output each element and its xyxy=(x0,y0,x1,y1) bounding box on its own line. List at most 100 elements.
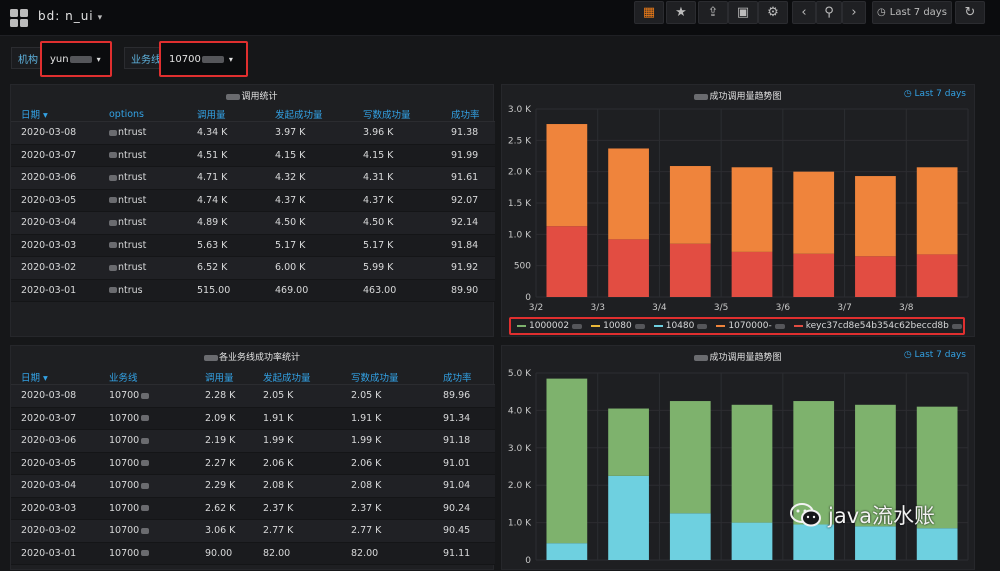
save-button[interactable]: ▣ xyxy=(728,1,758,24)
cell-value: 82.00 xyxy=(263,547,291,559)
add-panel-button[interactable]: ▦ xyxy=(634,1,664,24)
table-row: 2020-03-08 10700 2.28 K 2.05 K 2.05 K 89.96 xyxy=(11,384,495,408)
table-row: 2020-03-07 10700 2.09 K 1.91 K 1.91 K 91.34 xyxy=(11,407,495,430)
redacted-mark xyxy=(694,354,709,361)
cell-value: 5.17 K xyxy=(363,239,394,251)
cell-value: 2020-03-04 xyxy=(21,480,77,492)
star-button[interactable]: ★ xyxy=(666,1,696,24)
success-trend-chart-panel-1: 成功调用量趋势图 ◷ Last 7 days 0 500 1.0 K 1.5 K 2.0… xyxy=(501,84,975,337)
redacted-mark xyxy=(203,354,218,361)
table-cell: 91.01 xyxy=(433,452,495,475)
cell-value: 3.06 K xyxy=(205,525,236,537)
time-range-picker[interactable]: ◷ Last 7 days xyxy=(872,1,952,24)
column-header-biz-line[interactable]: 业务线 xyxy=(99,370,195,385)
redacted-mark xyxy=(141,460,150,467)
dashboard-grid-icon[interactable] xyxy=(10,9,28,27)
table-cell: 2.27 K xyxy=(195,452,253,475)
redacted-mark xyxy=(226,93,241,100)
legend-item[interactable]: 10480 xyxy=(653,321,708,331)
watermark: java流水账 xyxy=(790,500,935,530)
column-header-written[interactable]: 写数成功量 xyxy=(341,370,433,385)
cell-value: 10700 xyxy=(109,547,140,559)
panel-time-range[interactable]: ◷ Last 7 days xyxy=(903,89,966,99)
table-cell: 1.91 K xyxy=(341,407,433,430)
chart-bar xyxy=(608,408,649,476)
legend-item[interactable]: 10080 xyxy=(591,321,645,331)
table-cell: 91.04 xyxy=(433,474,495,498)
table-cell: 2.28 K xyxy=(195,384,253,408)
table-cell: ntrust xyxy=(99,166,187,190)
cell-value: 90.45 xyxy=(443,525,471,537)
column-header-written[interactable]: 写数成功量 xyxy=(353,107,441,122)
table-cell: 4.89 K xyxy=(187,211,265,235)
chart-bar xyxy=(546,124,588,227)
table-cell: 3.97 K xyxy=(265,121,353,145)
legend-item[interactable]: keyc37cd8e54b354c62beccd8b xyxy=(793,321,962,331)
zoom-out-icon: ⚲ xyxy=(824,5,834,20)
cell-value: 92.07 xyxy=(451,194,479,206)
caret-down-icon: ▾ xyxy=(96,54,101,64)
legend-swatch xyxy=(793,325,803,327)
redacted-mark xyxy=(572,323,583,329)
cell-value: 5.63 K xyxy=(197,239,228,251)
table-cell: 91.92 xyxy=(441,256,495,280)
table-cell: 10700 xyxy=(99,542,195,565)
x-tick-label: 3/4 xyxy=(652,303,667,313)
save-icon: ▣ xyxy=(736,5,750,20)
cell-value: 2020-03-03 xyxy=(21,502,77,514)
chart-bar xyxy=(855,176,896,257)
caret-down-icon: ▾ xyxy=(228,54,233,64)
y-tick-label: 3.0 K xyxy=(508,105,532,115)
dashboard-title[interactable]: bd: n_ui ▾ xyxy=(38,9,103,23)
panel-time-range[interactable]: ◷ Last 7 days xyxy=(903,350,966,360)
column-header-calls[interactable]: 调用量 xyxy=(195,370,253,385)
column-header-success-rate[interactable]: 成功率 xyxy=(433,370,495,385)
table-cell: 92.14 xyxy=(441,211,495,235)
biz-success-table: 日期 ▾ 业务线 调用量 发起成功量 写数成功量 成功率 2020-03-08 1… xyxy=(11,370,495,565)
column-header-success-rate[interactable]: 成功率 xyxy=(441,107,495,122)
zoom-out-button[interactable]: ⚲ xyxy=(816,1,842,24)
cell-value: 91.01 xyxy=(443,457,471,469)
table-cell: 463.00 xyxy=(353,279,441,302)
column-header-date[interactable]: 日期 ▾ xyxy=(11,107,99,122)
table-cell: 91.99 xyxy=(441,144,495,167)
x-tick-label: 3/8 xyxy=(899,303,914,313)
legend-item[interactable]: 1000002 xyxy=(517,321,583,331)
table-cell: 91.34 xyxy=(433,407,495,430)
cell-value: 4.50 K xyxy=(363,217,394,229)
table-cell: 90.24 xyxy=(433,497,495,520)
star-icon: ★ xyxy=(675,5,687,20)
column-header-options[interactable]: options xyxy=(99,107,187,122)
chart-legend: 1000002 10080 10480 1070000- keyc37cd8e54b35… xyxy=(509,317,965,335)
table-cell: 6.00 K xyxy=(265,256,353,280)
table-cell: 3.06 K xyxy=(195,519,253,543)
cell-value: 82.00 xyxy=(351,547,379,559)
biz-variable-select[interactable]: 10700 ▾ xyxy=(159,41,248,77)
call-stats-table: 日期 ▾ options 调用量 发起成功量 写数成功量 成功率 2020-03… xyxy=(11,107,495,302)
table-row: 2020-03-01 10700 90.00 82.00 82.00 91.11 xyxy=(11,542,495,565)
x-tick-label: 3/7 xyxy=(837,303,851,313)
column-header-calls[interactable]: 调用量 xyxy=(187,107,265,122)
column-header-initiated[interactable]: 发起成功量 xyxy=(265,107,353,122)
table-cell: 91.11 xyxy=(433,542,495,565)
table-row: 2020-03-06 10700 2.19 K 1.99 K 1.99 K 91.18 xyxy=(11,429,495,453)
redacted-mark xyxy=(141,505,150,512)
table-cell: 2.05 K xyxy=(253,384,341,408)
table-row: 2020-03-03 ntrust 5.63 K 5.17 K 5.17 K 91.84 xyxy=(11,234,495,257)
column-header-initiated[interactable]: 发起成功量 xyxy=(253,370,341,385)
settings-button[interactable]: ⚙ xyxy=(758,1,788,24)
redacted-mark xyxy=(694,93,709,100)
time-forward-button[interactable]: › xyxy=(842,1,866,24)
org-variable-select[interactable]: yun ▾ xyxy=(40,41,112,77)
legend-item[interactable]: 1070000- xyxy=(716,321,785,331)
cell-value: 91.38 xyxy=(451,127,479,139)
table-cell: 4.32 K xyxy=(265,166,353,190)
refresh-button[interactable]: ↻ xyxy=(955,1,985,24)
chart-bar xyxy=(608,239,649,297)
share-button[interactable]: ⇪ xyxy=(698,1,728,24)
cell-value: 2.77 K xyxy=(351,525,382,537)
table-cell: 10700 xyxy=(99,384,195,408)
column-header-date[interactable]: 日期 ▾ xyxy=(11,370,99,385)
table-cell: 3.96 K xyxy=(353,121,441,145)
time-back-button[interactable]: ‹ xyxy=(792,1,816,24)
